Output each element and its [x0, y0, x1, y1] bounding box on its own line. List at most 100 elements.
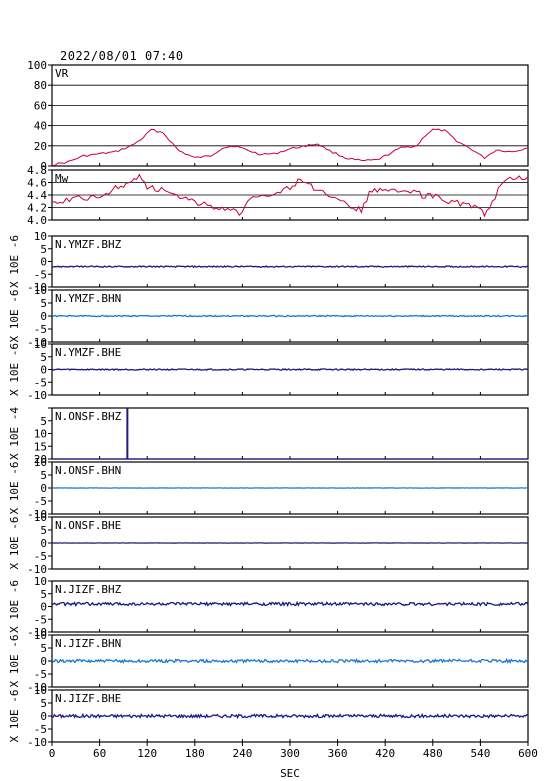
x-tick-label: 540: [470, 747, 490, 760]
y-axis-label: X 10E -6: [8, 290, 21, 343]
x-tick-label: 480: [423, 747, 443, 760]
waveform-line: [51, 657, 529, 664]
panel-label: N.ONSF.BHE: [55, 519, 121, 532]
y-tick-label: -5: [34, 323, 47, 336]
y-tick-label: 100: [27, 59, 47, 72]
panel-label: Mw: [55, 172, 69, 185]
y-tick-label: -5: [34, 613, 47, 626]
y-tick-label: 80: [34, 79, 47, 92]
panel-frame: [51, 235, 529, 288]
panel-label: N.YMZF.BHZ: [55, 238, 122, 251]
y-tick-label: 0: [40, 256, 47, 269]
y-tick-label: -10: [27, 681, 47, 694]
y-tick-label: 20: [34, 140, 47, 153]
y-tick-label: 10: [34, 230, 47, 243]
y-tick-label: 0: [40, 482, 47, 495]
mw-series-line: [51, 173, 529, 218]
y-tick-label: -5: [34, 550, 47, 563]
y-tick-label: 0: [40, 655, 47, 668]
y-tick-label: -5: [34, 376, 47, 389]
y-tick-label: 5: [40, 351, 47, 364]
panel-label: N.JIZF.BHN: [55, 637, 121, 650]
vr-series-line: [51, 128, 529, 167]
y-axis-label: X 10E -6: [8, 343, 21, 396]
y-tick-label: 15: [34, 440, 47, 453]
y-tick-label: 4.4: [27, 189, 47, 202]
y-tick-label: -5: [34, 668, 47, 681]
y-tick-label: 5: [40, 243, 47, 256]
y-tick-label: 60: [34, 99, 47, 112]
x-tick-label: 420: [375, 747, 395, 760]
y-tick-label: 0: [40, 710, 47, 723]
x-tick-label: 300: [280, 747, 300, 760]
y-tick-label: 5: [40, 642, 47, 655]
y-tick-label: 40: [34, 120, 47, 133]
y-tick-label: 10: [34, 629, 47, 642]
panel-frame: [51, 64, 529, 167]
y-tick-label: 0: [40, 310, 47, 323]
y-tick-label: 10: [34, 511, 47, 524]
panel-label: N.ONSF.BHZ: [55, 410, 122, 423]
y-axis-label: X 10E -6: [8, 235, 21, 288]
y-tick-label: -10: [27, 336, 47, 349]
y-tick-label: 5: [40, 697, 47, 710]
y-tick-label: -5: [34, 495, 47, 508]
panel-label: N.JIZF.BHZ: [55, 583, 122, 596]
y-tick-label: -10: [27, 389, 47, 402]
panel-label: N.ONSF.BHN: [55, 464, 121, 477]
y-tick-label: -10: [27, 508, 47, 521]
y-axis-label: X 10E -6: [8, 462, 21, 515]
y-tick-label: 5: [40, 297, 47, 310]
y-tick-label: 10: [34, 338, 47, 351]
y-tick-label: 10: [34, 456, 47, 469]
panel-frame: [51, 580, 529, 633]
y-tick-label: 4.0: [27, 214, 47, 227]
panel-label: VR: [55, 67, 69, 80]
y-tick-label: -5: [34, 268, 47, 281]
x-tick-label: 0: [49, 747, 56, 760]
y-tick-label: -10: [27, 736, 47, 749]
y-tick-label: 0: [40, 537, 47, 550]
y-axis-label: X 10E -4: [8, 407, 21, 460]
panel-frame: [51, 407, 529, 460]
y-tick-label: 10: [34, 684, 47, 697]
y-tick-label: 0: [40, 160, 47, 173]
y-tick-label: -10: [27, 281, 47, 294]
y-tick-label: 20: [34, 453, 47, 466]
y-tick-label: 4.6: [27, 177, 47, 190]
y-tick-label: 5: [40, 469, 47, 482]
waveform-line: [51, 314, 529, 318]
panel-label: N.YMZF.BHN: [55, 292, 121, 305]
y-axis-label: X 10E -6: [8, 690, 21, 743]
x-tick-label: 120: [137, 747, 157, 760]
y-tick-label: -10: [27, 563, 47, 576]
y-tick-label: 4.8: [27, 164, 47, 177]
y-tick-label: 0: [40, 601, 47, 614]
x-tick-label: 600: [518, 747, 538, 760]
panel-label: N.JIZF.BHE: [55, 692, 121, 705]
y-tick-label: 10: [34, 428, 47, 441]
figure-timestamp: 2022/08/01 07:40: [60, 49, 184, 63]
waveform-line: [51, 600, 529, 607]
y-axis-label: X 10E -6: [8, 635, 21, 688]
x-tick-label: 60: [93, 747, 106, 760]
x-axis-label: SEC: [280, 767, 300, 780]
y-tick-label: 5: [40, 524, 47, 537]
y-axis-label: X 10E -6: [8, 580, 21, 633]
y-tick-label: -10: [27, 626, 47, 639]
x-tick-label: 240: [232, 747, 252, 760]
y-tick-label: 5: [40, 415, 47, 428]
waveform-line: [51, 265, 529, 269]
y-tick-label: 4.2: [27, 202, 47, 215]
y-axis-label: X 10E -6: [8, 517, 21, 570]
y-tick-label: 5: [40, 588, 47, 601]
x-tick-label: 360: [328, 747, 348, 760]
y-tick-label: -5: [34, 723, 47, 736]
panel-label: N.YMZF.BHE: [55, 346, 121, 359]
waveform-line: [51, 712, 529, 720]
x-tick-label: 180: [185, 747, 205, 760]
y-tick-label: 0: [40, 364, 47, 377]
waveform-line: [51, 368, 529, 371]
y-tick-label: 10: [34, 575, 47, 588]
